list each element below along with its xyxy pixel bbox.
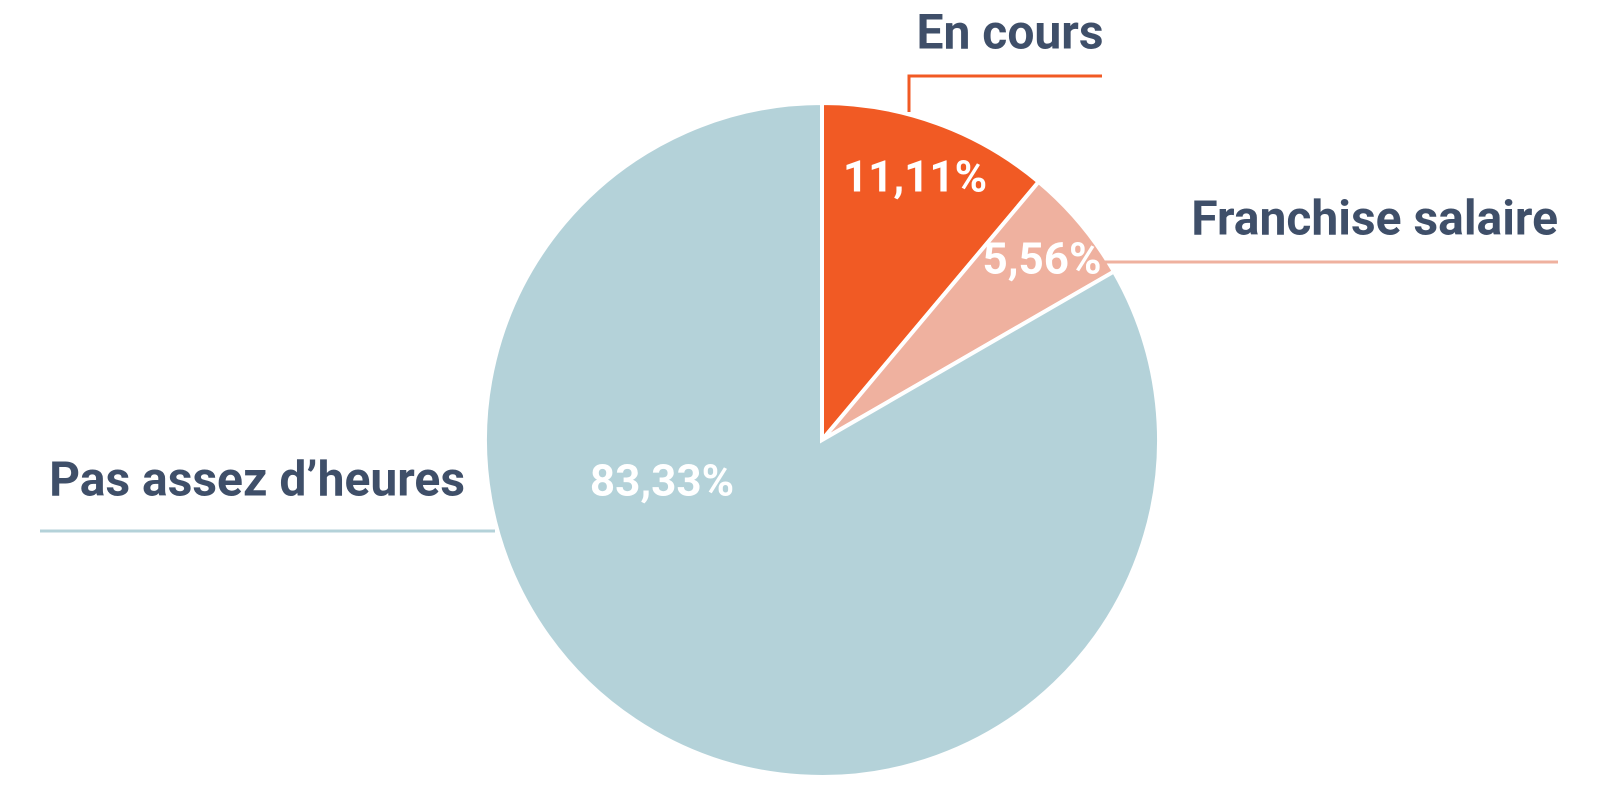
value-label: 5,56%: [982, 233, 1101, 285]
value-label: 11,11%: [843, 151, 987, 203]
value-label: 83,33%: [590, 455, 734, 507]
category-label: En cours: [916, 4, 1103, 61]
category-label: Franchise salaire: [1191, 190, 1558, 247]
leader-line: [907, 74, 1102, 112]
pie-slice: [820, 100, 1042, 446]
pie-slice: [483, 100, 1161, 779]
category-label: Pas assez d’heures: [49, 451, 465, 508]
